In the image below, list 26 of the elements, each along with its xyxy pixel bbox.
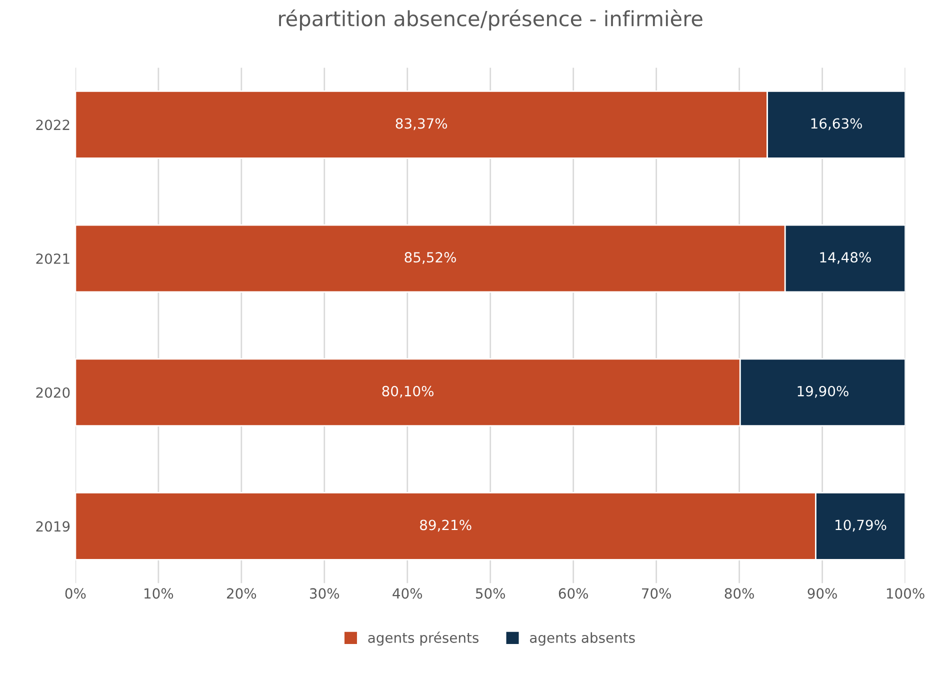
x-tick-label: 80%: [724, 588, 754, 599]
legend-label: agents absents: [530, 632, 635, 646]
data-label: 89,21%: [420, 520, 472, 532]
data-label: 19,90%: [798, 386, 848, 398]
x-tick-label: 0%: [65, 588, 86, 599]
data-label: 80,10%: [382, 386, 434, 398]
x-tick-label: 90%: [808, 588, 837, 599]
y-tick-label: 2020: [36, 387, 70, 398]
chart-title: répartition absence/présence - infirmière: [279, 9, 702, 30]
x-tick-label: 40%: [392, 588, 422, 599]
data-label: 10,79%: [836, 520, 886, 532]
x-tick-label: 100%: [886, 588, 924, 599]
data-label: 83,37%: [396, 118, 448, 130]
x-tick-label: 60%: [558, 588, 588, 599]
data-label: 85,52%: [404, 252, 456, 264]
data-label: 16,63%: [811, 118, 862, 130]
legend-label: agents présents: [368, 632, 479, 646]
x-tick-label: 50%: [476, 588, 506, 599]
data-label: 14,48%: [820, 252, 871, 264]
y-tick-label: 2022: [36, 120, 70, 130]
x-tick-label: 20%: [226, 588, 256, 599]
x-tick-label: 70%: [642, 588, 671, 599]
y-tick-label: 2021: [36, 253, 70, 264]
x-tick-label: 30%: [310, 588, 340, 599]
y-tick-label: 2019: [36, 521, 70, 532]
x-tick-label: 10%: [144, 588, 174, 599]
